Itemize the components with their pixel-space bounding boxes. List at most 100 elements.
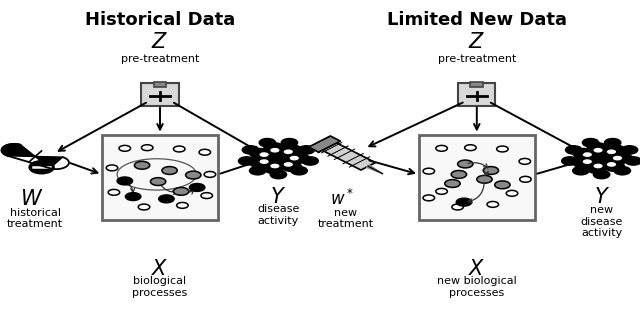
Circle shape: [607, 149, 616, 154]
FancyBboxPatch shape: [102, 135, 218, 220]
Circle shape: [119, 145, 131, 151]
Circle shape: [302, 157, 318, 165]
Circle shape: [291, 167, 307, 175]
Circle shape: [613, 156, 622, 160]
Text: $w^*$: $w^*$: [330, 189, 355, 209]
Circle shape: [162, 167, 177, 174]
Circle shape: [465, 145, 476, 151]
Circle shape: [173, 146, 185, 152]
FancyBboxPatch shape: [154, 82, 166, 87]
Circle shape: [150, 178, 166, 185]
Circle shape: [566, 146, 582, 154]
Circle shape: [573, 149, 593, 158]
Circle shape: [138, 204, 150, 210]
Circle shape: [621, 146, 637, 154]
Text: $Z$: $Z$: [468, 32, 485, 52]
Text: disease
activity: disease activity: [257, 204, 300, 226]
Polygon shape: [322, 143, 376, 170]
Circle shape: [483, 167, 499, 174]
Text: new
treatment: new treatment: [317, 208, 374, 229]
Circle shape: [264, 164, 284, 173]
Text: biological
processes: biological processes: [132, 276, 188, 298]
Circle shape: [204, 171, 216, 177]
Circle shape: [593, 164, 603, 168]
Circle shape: [607, 162, 616, 167]
Circle shape: [282, 161, 301, 171]
Circle shape: [452, 204, 463, 210]
Text: Limited New Data: Limited New Data: [387, 11, 567, 29]
Circle shape: [436, 188, 447, 194]
Circle shape: [270, 164, 280, 168]
Circle shape: [506, 190, 518, 196]
Circle shape: [613, 153, 632, 163]
Text: $Y$: $Y$: [270, 187, 287, 207]
Circle shape: [423, 168, 435, 174]
Circle shape: [186, 171, 201, 179]
Circle shape: [282, 145, 301, 155]
Circle shape: [573, 158, 593, 168]
Polygon shape: [366, 165, 383, 174]
Circle shape: [250, 158, 269, 168]
Circle shape: [270, 170, 287, 179]
Circle shape: [520, 176, 531, 182]
Circle shape: [264, 143, 284, 153]
Circle shape: [519, 158, 531, 164]
Polygon shape: [308, 136, 340, 152]
Circle shape: [582, 159, 592, 164]
Circle shape: [487, 201, 499, 207]
Circle shape: [605, 161, 625, 171]
Text: new
disease
activity: new disease activity: [580, 205, 623, 238]
Circle shape: [284, 149, 293, 154]
Circle shape: [588, 143, 607, 153]
Circle shape: [281, 139, 298, 147]
Circle shape: [445, 180, 460, 187]
Circle shape: [189, 184, 205, 191]
Circle shape: [250, 149, 269, 158]
Circle shape: [605, 145, 625, 155]
Circle shape: [108, 189, 120, 195]
Circle shape: [173, 187, 189, 195]
Circle shape: [582, 139, 599, 147]
FancyBboxPatch shape: [470, 82, 483, 87]
Circle shape: [250, 167, 266, 175]
Circle shape: [270, 148, 280, 153]
Circle shape: [177, 202, 188, 208]
Circle shape: [562, 157, 578, 165]
Circle shape: [604, 139, 621, 147]
Circle shape: [477, 175, 492, 183]
Circle shape: [436, 145, 447, 151]
Circle shape: [243, 146, 259, 154]
Circle shape: [458, 160, 473, 168]
Circle shape: [267, 152, 290, 164]
Circle shape: [573, 167, 589, 175]
Circle shape: [582, 152, 592, 157]
Text: Historical Data: Historical Data: [85, 11, 235, 29]
FancyBboxPatch shape: [458, 83, 495, 106]
Circle shape: [259, 159, 269, 164]
Text: $Z$: $Z$: [152, 32, 168, 52]
Circle shape: [117, 177, 132, 185]
Circle shape: [29, 161, 54, 173]
Text: $Y$: $Y$: [593, 187, 610, 207]
Circle shape: [593, 148, 603, 153]
Circle shape: [423, 195, 435, 201]
Text: $X$: $X$: [151, 259, 169, 279]
Circle shape: [141, 145, 153, 151]
Circle shape: [201, 193, 212, 199]
Circle shape: [259, 139, 276, 147]
Circle shape: [284, 162, 293, 167]
Text: $X$: $X$: [468, 259, 486, 279]
Circle shape: [290, 156, 299, 160]
Circle shape: [239, 157, 255, 165]
Text: historical
treatment: historical treatment: [7, 208, 63, 229]
Circle shape: [290, 153, 309, 163]
FancyBboxPatch shape: [419, 135, 534, 220]
Circle shape: [593, 170, 610, 179]
Circle shape: [259, 152, 269, 157]
Circle shape: [298, 146, 314, 154]
Polygon shape: [1, 144, 63, 168]
Circle shape: [159, 195, 174, 203]
Circle shape: [125, 193, 141, 200]
Circle shape: [495, 181, 510, 189]
Circle shape: [199, 149, 211, 155]
